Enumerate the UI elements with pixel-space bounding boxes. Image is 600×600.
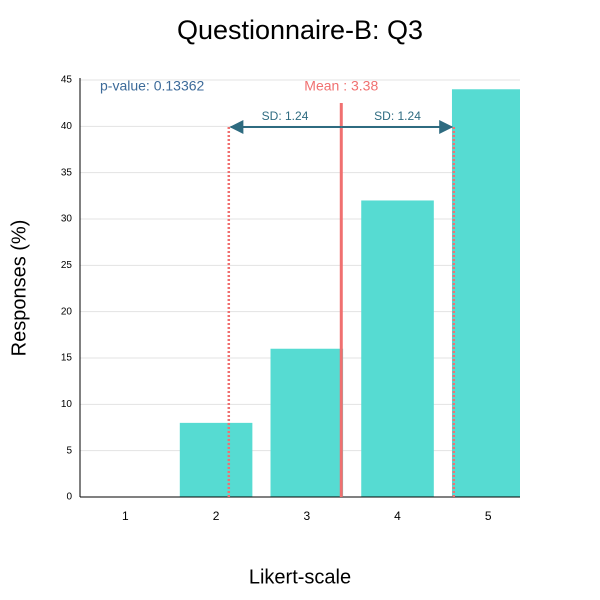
x-axis-label: Likert-scale xyxy=(249,566,351,588)
mean-label: Mean : 3.38 xyxy=(304,78,378,94)
bar xyxy=(361,200,434,497)
y-tick-label: 45 xyxy=(61,75,73,86)
y-tick-label: 20 xyxy=(61,306,73,317)
sd-label: SD: 1.24 xyxy=(262,109,309,123)
y-tick-label: 40 xyxy=(61,121,73,132)
bar xyxy=(270,348,344,497)
x-tick-label: 5 xyxy=(485,509,492,523)
y-tick-label: 0 xyxy=(66,492,72,503)
y-tick-label: 15 xyxy=(61,353,73,364)
x-tick-label: 4 xyxy=(394,509,401,523)
y-tick-label: 10 xyxy=(61,399,73,410)
x-tick-label: 1 xyxy=(122,509,129,523)
chart-title: Questionnaire-B: Q3 xyxy=(177,15,423,45)
p-value-label: p-value: 0.13362 xyxy=(100,78,205,94)
y-tick-label: 5 xyxy=(66,445,72,456)
x-tick-label: 3 xyxy=(303,509,310,523)
bar xyxy=(179,422,253,497)
y-tick-label: 35 xyxy=(61,167,73,178)
y-axis-label: Responses (%) xyxy=(8,220,30,357)
y-tick-label: 30 xyxy=(61,214,73,225)
sd-label: SD: 1.24 xyxy=(374,109,421,123)
x-tick-label: 2 xyxy=(213,509,220,523)
bar xyxy=(451,89,520,498)
y-tick-label: 25 xyxy=(61,260,73,271)
